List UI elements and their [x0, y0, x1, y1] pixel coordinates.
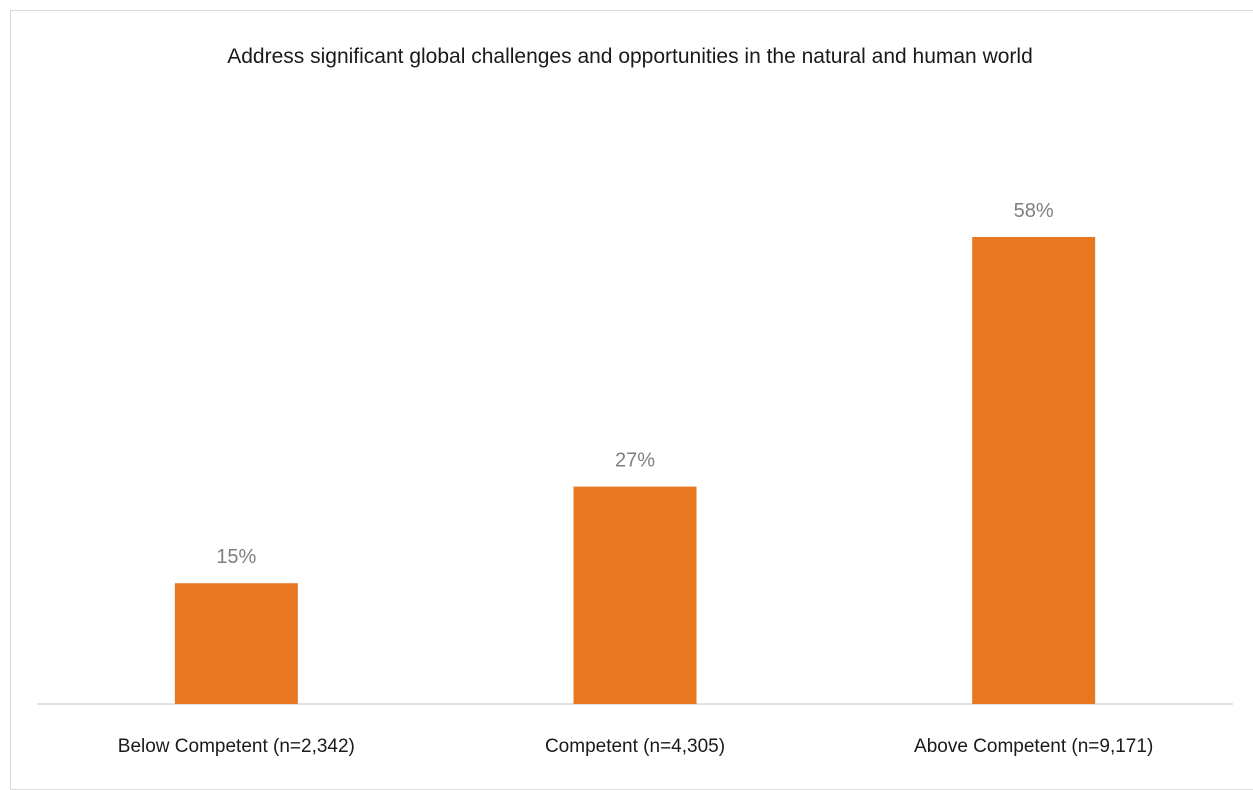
x-tick-label: Below Competent (n=2,342) [118, 736, 355, 757]
data-label: 15% [216, 546, 256, 568]
chart: 15% Below Competent (n=2,342) 27% Competent… [37, 200, 1233, 757]
bar [174, 583, 298, 704]
chart-title: Address significant global challenges an… [227, 45, 1033, 68]
bar [573, 486, 697, 704]
bar [972, 237, 1096, 704]
x-tick-label: Above Competent (n=9,171) [914, 736, 1153, 757]
x-tick-label: Competent (n=4,305) [545, 736, 725, 757]
page: {"chart_data": {"type": "bar", "title": … [10, 10, 1253, 790]
data-label: 27% [615, 450, 655, 472]
data-label: 58% [1014, 200, 1054, 222]
